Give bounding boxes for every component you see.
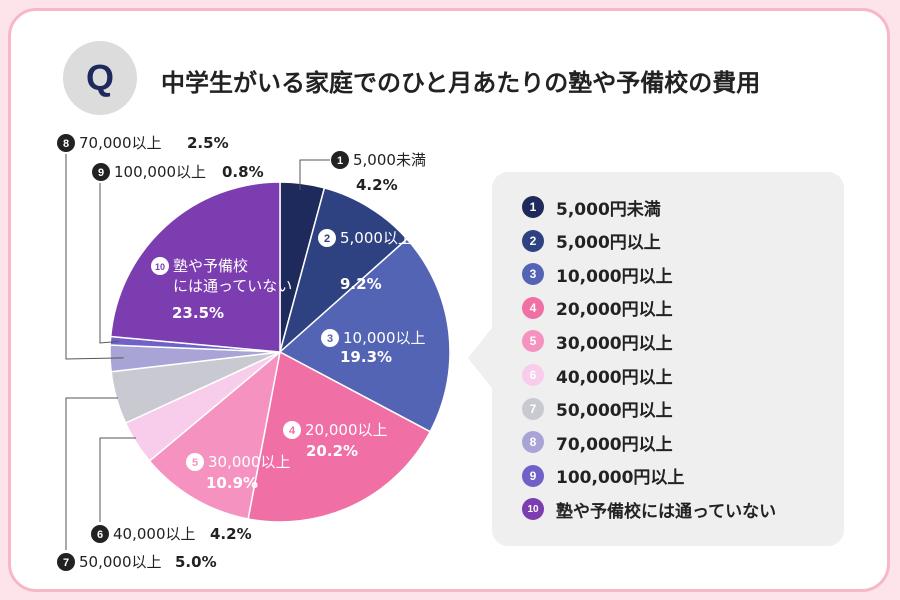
svg-text:10: 10 xyxy=(155,262,165,272)
slice-label-10: には通っていない xyxy=(173,277,292,295)
svg-text:7: 7 xyxy=(63,557,69,569)
pie-slice-10 xyxy=(109,181,281,353)
svg-text:5: 5 xyxy=(192,457,198,469)
slice-label-5: 30,000以上 xyxy=(208,453,291,471)
slice-label-6: 40,000以上 xyxy=(113,525,196,543)
legend-number-badge: 9 xyxy=(522,464,544,487)
legend-label: 5,000円以上 xyxy=(556,233,661,254)
slice-value-7: 5.0% xyxy=(175,553,217,571)
legend-label: 5,000円未満 xyxy=(556,199,661,220)
legend-label: 30,000円以上 xyxy=(556,333,673,354)
slice-label-8: 70,000以上 xyxy=(79,134,162,152)
slice-label-9: 100,000以上 xyxy=(114,163,206,181)
chart-title: 中学生がいる家庭でのひと月あたりの塾や予備校の費用 xyxy=(161,69,761,97)
slice-label-badge-4: 4 xyxy=(283,421,301,439)
legend-number-badge: 6 xyxy=(522,364,544,386)
legend: 1 5,000円未満 2 5,000円以上 3 10,000円以上 4 20,000円以上 5 3… xyxy=(468,172,844,546)
slice-label-7: 50,000以上 xyxy=(79,553,162,571)
slice-label-3: 10,000以上 xyxy=(343,329,426,347)
slice-value-5: 10.9% xyxy=(206,474,258,492)
legend-item-1: 1 5,000円未満 xyxy=(522,195,661,220)
slice-value-4: 20.2% xyxy=(306,442,358,460)
legend-item-10: 10 塾や予備校には通っていない xyxy=(522,497,777,522)
legend-item-6: 6 40,000円以上 xyxy=(522,363,673,388)
slice-label-badge-7: 7 xyxy=(57,553,75,571)
svg-text:6: 6 xyxy=(97,529,103,541)
svg-text:1: 1 xyxy=(337,155,343,167)
svg-text:2: 2 xyxy=(324,233,330,245)
question-badge: Q xyxy=(63,41,137,115)
legend-item-7: 7 50,000円以上 xyxy=(522,397,673,421)
slice-value-9: 0.8% xyxy=(222,163,264,181)
slice-label-badge-1: 1 xyxy=(331,151,349,169)
slice-label-badge-9: 9 xyxy=(92,163,110,181)
slice-value-10: 23.5% xyxy=(172,304,224,322)
legend-label: 20,000円以上 xyxy=(556,300,673,321)
legend-label: 塾や予備校には通っていない xyxy=(556,501,777,522)
legend-number-badge: 7 xyxy=(522,397,544,420)
slice-value-1: 4.2% xyxy=(356,176,398,194)
legend-number-badge: 10 xyxy=(522,498,544,521)
legend-item-9: 9 100,000円以上 xyxy=(522,464,684,488)
leader-line-9 xyxy=(99,183,119,344)
svg-text:9: 9 xyxy=(98,167,104,179)
svg-text:3: 3 xyxy=(327,333,333,345)
slice-label-badge-6: 6 xyxy=(91,525,109,543)
legend-label: 40,000円以上 xyxy=(556,367,673,388)
slice-label-2: 5,000以上 xyxy=(340,229,413,247)
pie-slice-2 xyxy=(278,186,409,355)
slice-value-8: 2.5% xyxy=(187,134,229,152)
legend-item-2: 2 5,000円以上 xyxy=(522,229,661,253)
slice-value-3: 19.3% xyxy=(340,348,392,366)
svg-text:4: 4 xyxy=(289,425,296,437)
leader-line-7 xyxy=(65,397,118,550)
legend-number-badge: 2 xyxy=(522,229,544,252)
slice-label-1: 5,000未満 xyxy=(353,151,426,169)
legend-label: 100,000円以上 xyxy=(556,468,685,489)
slice-label-badge-3: 3 xyxy=(321,329,339,347)
slice-label-badge-8: 8 xyxy=(57,134,75,152)
legend-item-5: 5 30,000円以上 xyxy=(522,329,673,354)
slice-label-badge-2: 2 xyxy=(318,229,336,247)
leader-line-1 xyxy=(299,159,330,190)
legend-number-badge: 4 xyxy=(522,296,544,319)
pie-slice-4 xyxy=(247,350,432,523)
legend-label: 50,000円以上 xyxy=(556,401,673,422)
legend-item-4: 4 20,000円以上 xyxy=(522,296,673,320)
slice-label-badge-5: 5 xyxy=(186,453,204,471)
legend-label: 70,000円以上 xyxy=(556,434,673,455)
legend-item-3: 3 10,000円以上 xyxy=(522,262,673,287)
legend-pointer xyxy=(468,328,492,388)
leader-line-6 xyxy=(99,437,136,522)
svg-text:8: 8 xyxy=(63,138,69,150)
legend-number-badge: 5 xyxy=(522,330,544,353)
pie-slice-3 xyxy=(278,237,451,433)
legend-label: 10,000円以上 xyxy=(556,266,673,287)
legend-number-badge: 8 xyxy=(522,431,544,454)
legend-number-badge: 3 xyxy=(522,263,544,286)
slice-label-badge-10: 10 xyxy=(151,257,169,275)
legend-item-8: 8 70,000円以上 xyxy=(522,430,673,455)
pie-slice-5 xyxy=(148,350,282,520)
slice-value-2: 9.2% xyxy=(340,275,382,293)
slice-label-10: 塾や予備校 xyxy=(173,257,248,275)
slice-label-4: 20,000以上 xyxy=(305,421,388,439)
legend-number-badge: 1 xyxy=(522,196,544,218)
leader-line-8 xyxy=(65,154,124,360)
slice-value-6: 4.2% xyxy=(210,525,252,543)
